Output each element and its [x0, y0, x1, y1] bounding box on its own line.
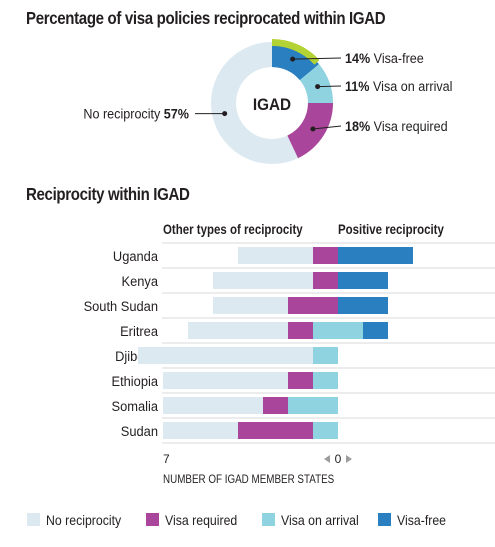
category-label: Ethiopia [112, 374, 159, 390]
donut-label-no-reciprocity: No reciprocity 57% [83, 106, 189, 122]
donut-label-visa-required: 18% Visa required [345, 118, 448, 134]
legend-label: Visa-free [397, 512, 446, 528]
callout-line [292, 57, 342, 60]
category-label: Eritrea [120, 324, 158, 340]
donut-chart-title: Percentage of visa policies reciprocated… [26, 8, 386, 28]
bar-visa-required [288, 372, 313, 389]
bar-visa-on-arrival [313, 422, 338, 439]
donut-label-visa-free: 14% Visa-free [345, 50, 424, 66]
x-axis-label: NUMBER OF IGAD MEMBER STATES [163, 473, 334, 486]
bar-visa-free [338, 272, 388, 289]
donut-label-visa-on-arrival-part: Visa on arrival [373, 78, 453, 94]
callout-line [317, 85, 342, 88]
axis-arrow-left [324, 455, 330, 463]
bar-no-reciprocity [163, 372, 288, 389]
legend-label: No reciprocity [46, 512, 122, 528]
donut-label-visa-free-part: Visa-free [374, 50, 424, 66]
donut-label-visa-on-arrival-part: 11% [345, 78, 373, 94]
bar-visa-required [313, 247, 338, 264]
donut-label-no-reciprocity-part: 57% [164, 106, 189, 122]
bar-visa-free [338, 247, 413, 264]
bar-no-reciprocity [188, 322, 288, 339]
bar-no-reciprocity [213, 297, 288, 314]
axis-tick-zero: 0 [335, 452, 342, 466]
bar-visa-required [238, 422, 313, 439]
bar-chart-title: Reciprocity within IGAD [26, 184, 190, 204]
category-label: Uganda [113, 249, 159, 265]
bar-no-reciprocity [213, 272, 313, 289]
bar-visa-required [313, 272, 338, 289]
bar-no-reciprocity [138, 347, 313, 364]
bar-visa-required [288, 297, 338, 314]
category-label: Kenya [122, 274, 159, 290]
donut-label-visa-required-part: Visa required [374, 118, 448, 134]
right-side-header: Positive reciprocity [338, 221, 445, 237]
bar-visa-required [263, 397, 288, 414]
bar-visa-on-arrival [313, 347, 338, 364]
legend-swatch [27, 513, 40, 526]
donut-label-visa-free-part: 14% [345, 50, 374, 66]
callout-line [312, 125, 342, 130]
legend-swatch [146, 513, 159, 526]
category-label: Somalia [112, 399, 159, 415]
bar-visa-free [363, 322, 388, 339]
donut-label-visa-on-arrival: 11% Visa on arrival [345, 78, 453, 94]
category-label: South Sudan [84, 299, 158, 315]
bar-visa-on-arrival [338, 322, 363, 339]
legend-swatch [378, 513, 391, 526]
axis-arrow-right [346, 455, 352, 463]
donut-label-visa-required-part: 18% [345, 118, 374, 134]
donut-slice-no-reciprocity [210, 42, 298, 164]
bar-visa-free [338, 297, 388, 314]
legend-label: Visa required [165, 512, 237, 528]
bar-visa-on-arrival [313, 372, 338, 389]
bar-no-reciprocity [238, 247, 313, 264]
legend-label: Visa on arrival [281, 512, 359, 528]
donut-slice-visa-on-arrival [299, 64, 333, 103]
bar-no-reciprocity [163, 422, 238, 439]
donut-slice-visa-required [287, 103, 333, 159]
bar-visa-required [288, 322, 313, 339]
bar-no-reciprocity [163, 397, 263, 414]
donut-label-no-reciprocity-part: No reciprocity [83, 106, 163, 122]
legend-swatch [262, 513, 275, 526]
axis-tick-left: 7 [163, 452, 170, 466]
category-label: Sudan [121, 424, 158, 440]
bar-visa-on-arrival [288, 397, 338, 414]
left-side-header: Other types of reciprocity [163, 221, 303, 237]
bar-visa-on-arrival [313, 322, 338, 339]
donut-slice-visa-free-inner [272, 46, 316, 81]
donut-center-label: IGAD [253, 95, 291, 114]
